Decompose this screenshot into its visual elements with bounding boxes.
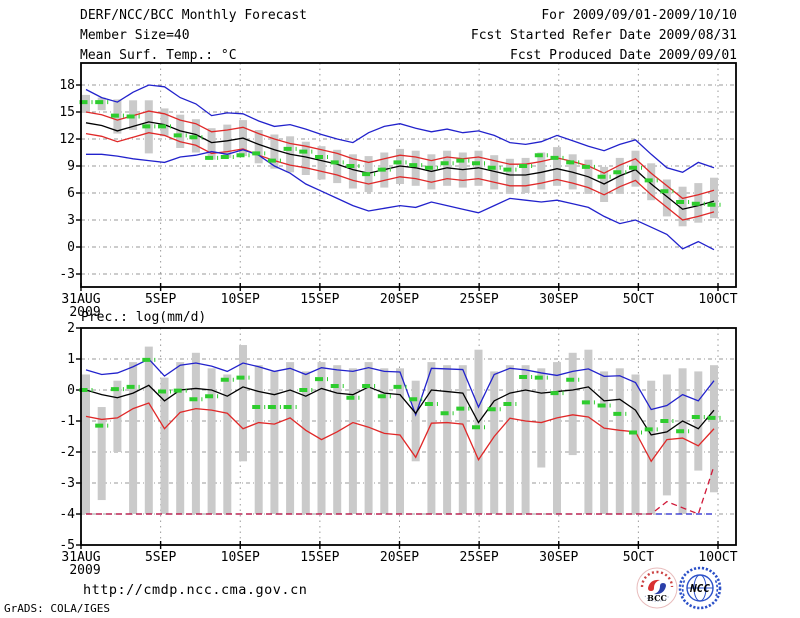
member-size-label: Member Size=40 xyxy=(80,28,190,43)
fcst-produced-label: Fcst Produced Date 2009/09/01 xyxy=(510,48,737,63)
surface-temperature-lower-spread-line xyxy=(85,132,715,221)
precipitation-min-spread-clamped-line xyxy=(86,465,715,515)
precipitation-x-tick-label: 25SEP xyxy=(460,550,499,565)
precipitation-y-tick-label: 0 xyxy=(67,383,75,398)
surface-temperature-upper-spread-line xyxy=(85,110,715,200)
ncc-logo-text: NCC xyxy=(689,582,710,595)
surface-temperature-x-tick-label: 5SEP xyxy=(145,292,176,307)
precipitation-x-tick-label: 10OCT xyxy=(698,550,737,565)
precipitation-observation-markers xyxy=(79,357,721,435)
precipitation-x-tick-label: 20SEP xyxy=(380,550,419,565)
page-title: DERF/NCC/BCC Monthly Forecast xyxy=(80,8,307,23)
grads-credit: GrADS: COLA/IGES xyxy=(4,602,110,615)
surface-temperature-x-tick-label: 25SEP xyxy=(460,292,499,307)
surface-temperature-ensemble-max-line xyxy=(85,84,715,174)
surface-temperature-observation-markers xyxy=(79,100,721,207)
temp-panel-title: Mean Surf. Temp.: °C xyxy=(80,48,237,63)
precipitation-x-tick-label: 30SEP xyxy=(539,550,578,565)
bcc-logo: BCC xyxy=(636,567,678,613)
precipitation-y-tick-label: -2 xyxy=(59,445,75,460)
surface-temperature-y-tick-label: 3 xyxy=(67,213,75,228)
precipitation-x-tick-label: 31AUG xyxy=(61,550,100,565)
fcst-started-label: Fcst Started Refer Date 2009/08/31 xyxy=(470,28,737,43)
precipitation-y-tick-label: -5 xyxy=(59,538,75,553)
precip-panel-title: Prec.: log(mm/d) xyxy=(81,310,207,325)
precipitation-x-tick-label: 15SEP xyxy=(300,550,339,565)
bcc-logo-text: BCC xyxy=(647,593,667,603)
surface-temperature-x-tick-label: 30SEP xyxy=(539,292,578,307)
precipitation-ensemble-mean-line xyxy=(85,384,715,436)
precipitation-lower-spread-line xyxy=(85,402,715,463)
precipitation-x-tick-label: 5OCT xyxy=(623,550,654,565)
precipitation-ensemble-max-line xyxy=(85,358,715,417)
surface-temperature-x-tick-label: 20SEP xyxy=(380,292,419,307)
surface-temperature-y-tick-label: 0 xyxy=(67,240,75,255)
surface-temperature-y-tick-label: 15 xyxy=(59,105,75,120)
precipitation-plot-border xyxy=(80,327,737,546)
bcc-logo-swirl-red xyxy=(648,579,660,591)
surface-temperature-x-tick-label: 31AUG xyxy=(61,292,100,307)
surface-temperature-y-tick-label: 6 xyxy=(67,186,75,201)
surface-temperature-x-tick-label: 10SEP xyxy=(221,292,260,307)
bcc-logo-swirl-blue xyxy=(654,583,666,595)
precipitation-x-tick-label: 5SEP xyxy=(145,550,176,565)
precipitation-y-tick-label: 1 xyxy=(67,352,75,367)
precipitation-y-tick-label: 2 xyxy=(67,321,75,336)
surface-temperature-y-tick-label: 18 xyxy=(59,78,75,93)
precipitation-x-year-label: 2009 xyxy=(69,563,100,578)
surface-temperature-x-tick-label: 10OCT xyxy=(698,292,737,307)
bcc-logo-arc-text xyxy=(640,570,674,588)
surface-temperature-ensemble-mean-line xyxy=(85,121,715,210)
surface-temperature-ensemble-min-line xyxy=(86,149,715,251)
surface-temperature-x-tick-label: 5OCT xyxy=(623,292,654,307)
surface-temperature-y-tick-label: 9 xyxy=(67,159,75,174)
surface-temperature-x-year-label: 2009 xyxy=(69,305,100,320)
precipitation-y-tick-label: -4 xyxy=(59,507,75,522)
precipitation-x-tick-label: 10SEP xyxy=(221,550,260,565)
surface-temperature-plot-border xyxy=(80,62,737,288)
surface-temperature-y-tick-label: 12 xyxy=(59,132,75,147)
forecast-range-label: For 2009/09/01-2009/10/10 xyxy=(541,8,737,23)
surface-temperature-x-tick-label: 15SEP xyxy=(300,292,339,307)
ncc-logo-laurel-left xyxy=(681,578,686,597)
surface-temperature-y-tick-label: -3 xyxy=(59,267,75,282)
footer-url: http://cmdp.ncc.cma.gov.cn xyxy=(83,582,308,598)
ncc-logo-laurel-right xyxy=(714,578,719,597)
precipitation-climatology-range-bars xyxy=(82,345,718,514)
precipitation-y-tick-label: -3 xyxy=(59,476,75,491)
ncc-logo: NCC xyxy=(678,566,722,614)
precipitation-y-tick-label: -1 xyxy=(59,414,75,429)
